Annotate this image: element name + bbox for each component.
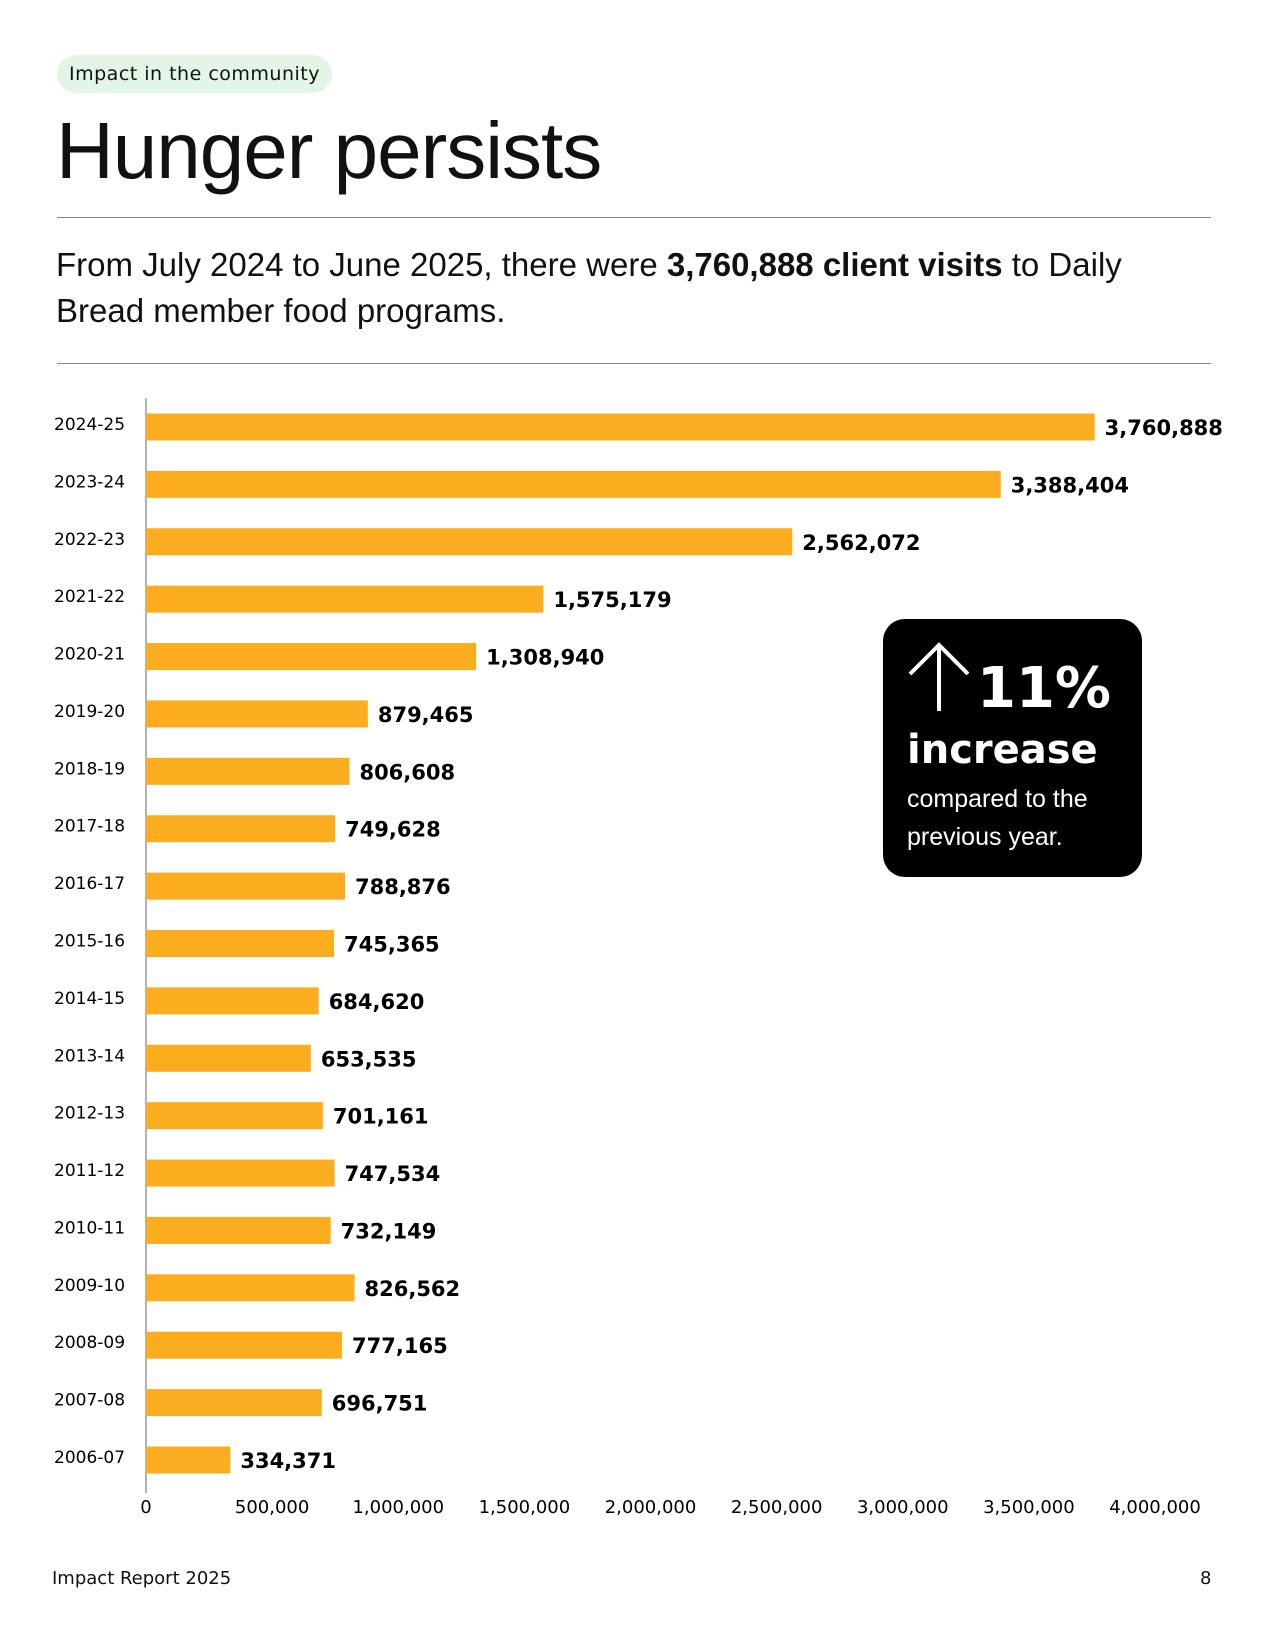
y-tick-label: 2010-11 [54,1218,125,1238]
bar [146,757,350,785]
bar [146,1216,331,1244]
bar [146,585,544,613]
value-label: 3,388,404 [1011,473,1129,497]
bar [146,643,477,671]
x-tick-label: 0 [140,1497,151,1518]
bar [146,930,335,957]
bar [146,470,1001,498]
footer-left: Impact Report 2025 [52,1568,232,1589]
x-tick-label: 2,500,000 [731,1497,823,1518]
bar [146,1159,335,1187]
x-tick-label: 3,000,000 [857,1497,949,1518]
y-tick-label: 2016-17 [54,874,125,894]
bar [146,1274,355,1302]
divider [57,363,1211,364]
section-tag: Impact in the community [57,55,332,93]
value-label: 653,535 [321,1047,417,1071]
subtitle-text: to Daily Bread member food programs. [56,246,1122,329]
y-tick-label: 2019-20 [54,702,125,722]
bar [146,700,368,728]
value-label: 1,575,179 [553,588,671,612]
arrow-icon [908,642,970,711]
y-tick-label: 2009-10 [54,1276,125,1296]
value-label: 749,628 [345,818,441,842]
bar [146,987,319,1015]
y-tick-label: 2023-24 [54,472,125,492]
value-label: 745,365 [344,933,440,957]
x-tick-label: 3,500,000 [983,1497,1075,1518]
x-tick-label: 1,500,000 [479,1497,571,1518]
bar [146,1389,322,1417]
y-tick-label: 2022-23 [54,530,125,550]
subtitle-highlight: 3,760,888 client visits [666,246,1003,283]
y-tick-label: 2012-13 [54,1104,125,1124]
y-tick-label: 2008-09 [54,1333,125,1353]
value-label: 806,608 [359,760,455,784]
callout-text-box: compared to the previous year. [907,785,1088,851]
bar [146,815,336,843]
callout-box [883,619,1142,877]
bar [146,528,793,556]
value-label: 879,465 [378,703,474,727]
divider [57,217,1211,218]
bar [146,1102,323,1130]
callout-text: compared to the previous year. [907,785,1088,851]
y-tick-label: 2013-14 [54,1046,125,1066]
value-label: 788,876 [355,875,451,899]
x-tick-label: 1,000,000 [352,1497,444,1518]
value-label: 334,371 [240,1449,336,1473]
callout-figure: 11% [977,656,1111,721]
y-tick-label: 2021-22 [54,587,125,607]
value-label: 2,562,072 [802,531,920,555]
bar [146,1044,311,1072]
value-label: 826,562 [365,1277,461,1301]
value-label: 696,751 [332,1392,428,1416]
value-label: 3,760,888 [1105,416,1223,440]
value-label: 747,534 [345,1162,441,1186]
bar [146,1331,343,1359]
callout-label: increase [907,727,1098,773]
y-tick-label: 2024-25 [54,415,125,435]
page-title: Hunger persists [56,106,602,195]
y-tick-label: 2018-19 [54,759,125,779]
bar [146,413,1095,441]
callout: 11% increase compared to the previous ye… [883,619,1142,877]
value-label: 1,308,940 [486,646,604,670]
value-label: 684,620 [329,990,425,1014]
x-tick-label: 4,000,000 [1109,1497,1201,1518]
value-label: 732,149 [341,1219,437,1243]
y-tick-label: 2014-15 [54,989,125,1009]
page-number: 8 [1200,1568,1212,1589]
subtitle: From July 2024 to June 2025, there were … [56,242,1176,334]
subtitle-text: From July 2024 to June 2025, there were [56,246,667,283]
y-tick-label: 2011-12 [54,1161,125,1181]
x-tick-label: 2,000,000 [605,1497,697,1518]
value-label: 777,165 [352,1334,448,1358]
bar [146,872,345,900]
x-tick-label: 500,000 [235,1497,309,1518]
y-tick-label: 2015-16 [54,932,125,952]
y-tick-label: 2007-08 [54,1391,125,1411]
y-tick-label: 2020-21 [54,645,125,665]
y-tick-label: 2017-18 [54,817,125,837]
y-tick-label: 2006-07 [54,1448,125,1468]
bar [146,1446,231,1474]
value-label: 701,161 [333,1105,429,1129]
